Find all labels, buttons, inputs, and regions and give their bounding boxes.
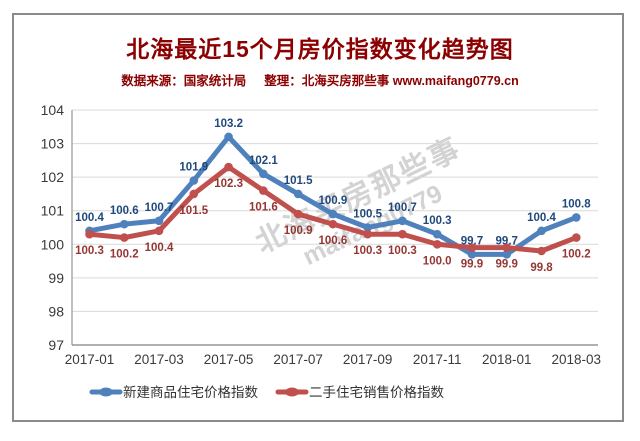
data-label: 100.3 — [388, 245, 417, 257]
data-label: 100.3 — [75, 245, 104, 257]
point-marker — [328, 209, 338, 219]
point-marker — [224, 162, 233, 172]
point-marker — [571, 213, 581, 222]
data-label: 99.7 — [496, 235, 518, 247]
subtitle-editor: 整理：北海买房那些事 www.maifang0779.cn — [264, 74, 519, 88]
point-marker — [502, 250, 512, 259]
chart-header: 北海最近15个月房价指数变化趋势图 数据来源：国家统计局 整理：北海买房那些事 w… — [0, 30, 640, 89]
data-label: 100.4 — [527, 212, 556, 224]
y-tick-label: 99 — [48, 270, 64, 286]
data-label: 101.5 — [179, 205, 208, 217]
data-label: 101.6 — [249, 202, 278, 214]
point-marker — [571, 233, 581, 242]
data-label: 99.8 — [530, 262, 553, 274]
data-label: 102.1 — [249, 155, 278, 167]
point-marker — [363, 229, 372, 239]
data-label: 100.3 — [353, 245, 382, 257]
y-tick-label: 101 — [41, 203, 65, 219]
y-tick-label: 102 — [41, 169, 65, 185]
data-label: 100.9 — [284, 225, 313, 237]
point-marker — [537, 226, 546, 236]
y-tick-label: 103 — [41, 136, 65, 152]
data-label: 100.7 — [145, 202, 174, 214]
data-label: 101.5 — [284, 175, 313, 187]
legend-marker-dot — [99, 387, 113, 397]
point-marker — [328, 219, 338, 229]
x-tick-label: 2017-05 — [204, 352, 254, 367]
point-marker — [259, 169, 268, 179]
point-marker — [154, 216, 164, 226]
data-label: 101.9 — [179, 162, 208, 174]
data-label: 100.2 — [562, 249, 591, 261]
data-label: 103.2 — [214, 118, 243, 130]
point-marker — [467, 250, 477, 259]
y-tick-label: 104 — [41, 102, 65, 118]
y-tick-label: 98 — [48, 303, 64, 319]
data-label: 100.8 — [562, 198, 591, 210]
x-tick-label: 2017-01 — [65, 352, 115, 367]
data-label: 102.3 — [214, 178, 243, 190]
x-tick-label: 2017-11 — [413, 352, 462, 367]
legend-marker-dot — [285, 387, 299, 397]
point-marker — [119, 233, 129, 242]
point-marker — [537, 246, 546, 256]
data-label: 100.6 — [318, 235, 347, 247]
data-label: 100.3 — [423, 215, 452, 227]
data-label: 100.9 — [318, 195, 347, 207]
data-label: 100.5 — [353, 209, 382, 221]
data-label: 100.4 — [145, 242, 174, 254]
legend-label: 二手住宅销售价格指数 — [309, 385, 444, 400]
legend-label: 新建商品住宅价格指数 — [123, 385, 258, 400]
data-label: 99.7 — [461, 235, 483, 247]
point-marker — [398, 216, 407, 226]
point-marker — [363, 223, 372, 232]
point-marker — [293, 189, 303, 199]
subtitle-source: 数据来源：国家统计局 — [121, 74, 247, 88]
point-marker — [398, 229, 407, 239]
x-tick-label: 2018-03 — [552, 352, 602, 367]
point-marker — [189, 176, 199, 185]
point-marker — [154, 226, 164, 236]
data-label: 100.2 — [110, 249, 139, 261]
point-marker — [189, 189, 199, 199]
data-label: 99.9 — [461, 259, 483, 271]
data-label: 100.7 — [388, 202, 417, 214]
chart-title: 北海最近15个月房价指数变化趋势图 — [126, 36, 514, 62]
point-marker — [224, 132, 233, 142]
point-marker — [293, 209, 303, 219]
x-tick-label: 2017-07 — [273, 352, 323, 367]
y-tick-label: 97 — [48, 337, 64, 353]
data-label: 100.0 — [423, 255, 452, 267]
x-tick-label: 2017-03 — [134, 352, 184, 367]
chart-subtitle: 数据来源：国家统计局 整理：北海买房那些事 www.maifang0779.cn — [0, 70, 640, 89]
x-tick-label: 2018-01 — [482, 352, 532, 367]
y-tick-label: 100 — [41, 236, 65, 252]
point-marker — [259, 186, 268, 195]
point-marker — [119, 219, 129, 229]
data-label: 99.9 — [496, 259, 518, 271]
point-marker — [432, 239, 442, 249]
data-label: 100.6 — [110, 205, 139, 217]
point-marker — [467, 243, 477, 252]
x-tick-label: 2017-09 — [343, 352, 393, 367]
point-marker — [502, 243, 512, 252]
point-marker — [85, 229, 94, 239]
data-label: 100.4 — [75, 212, 104, 224]
point-marker — [432, 229, 442, 239]
